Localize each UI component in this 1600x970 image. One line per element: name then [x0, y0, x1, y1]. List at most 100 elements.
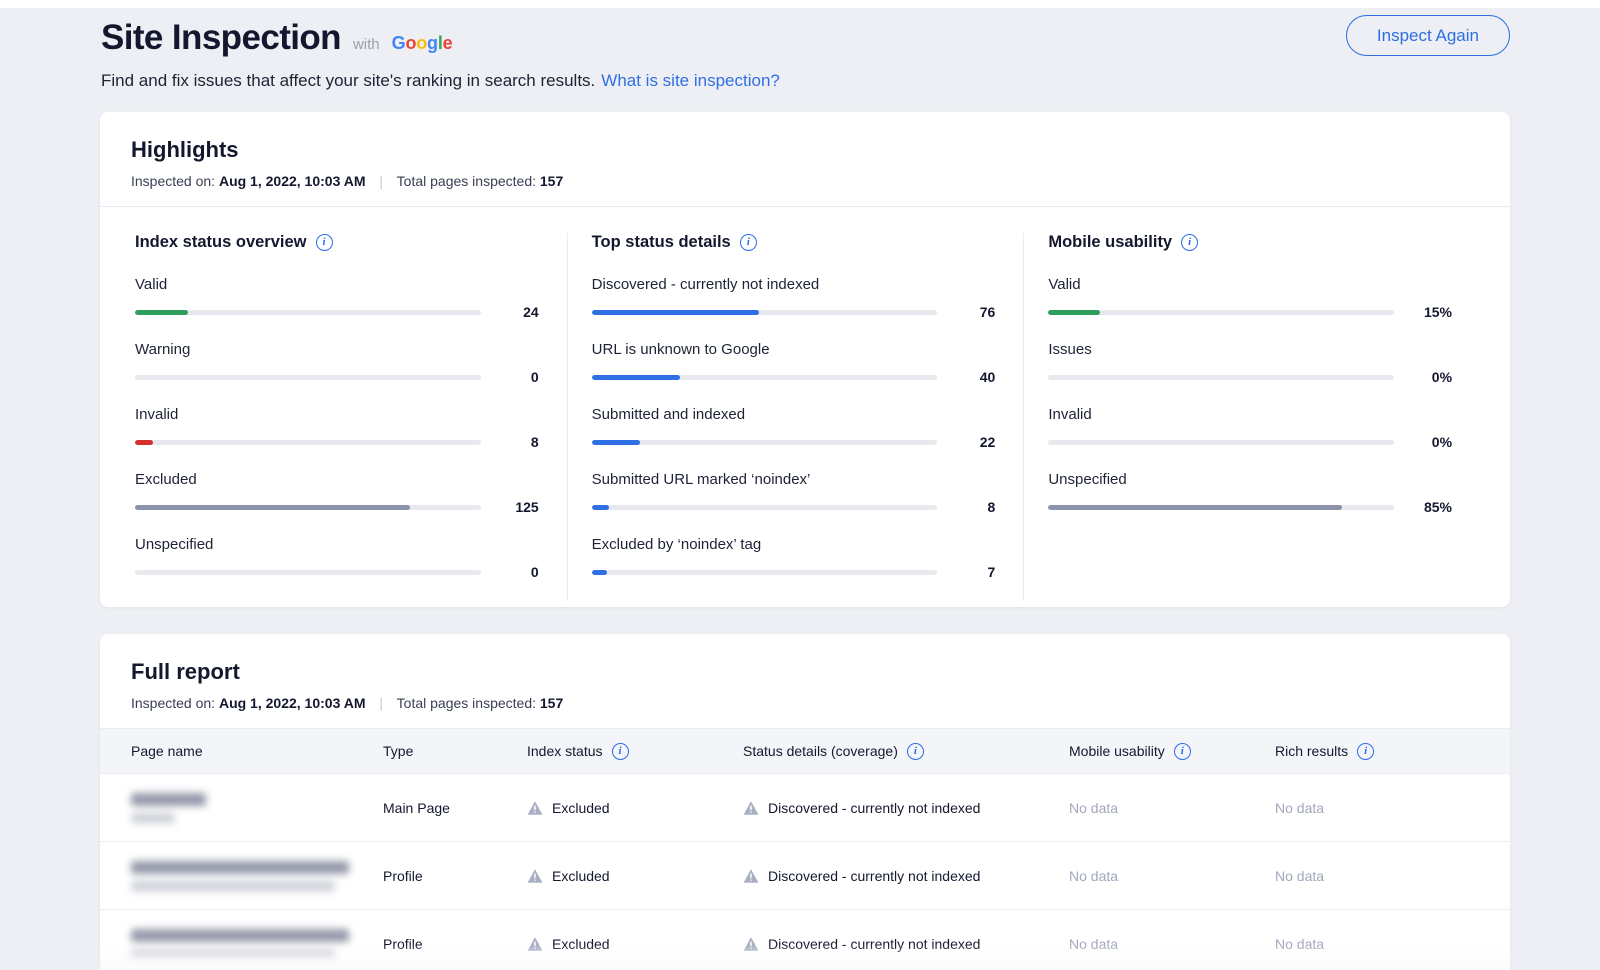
rich-results-cell: No data — [1275, 867, 1325, 884]
status-details-cell: Discovered - currently not indexed — [743, 868, 1069, 884]
warning-triangle-icon — [743, 936, 759, 952]
column-title: Mobile usability — [1048, 233, 1173, 251]
col-header-type: Type — [383, 743, 414, 759]
subtitle-text: Find and fix issues that affect your sit… — [101, 71, 596, 90]
inspected-on-label: Inspected on: — [131, 173, 216, 189]
info-icon[interactable]: i — [1357, 742, 1375, 760]
stat-row: Unspecified 0 — [135, 536, 539, 580]
index-status-overview-column: Index status overview i Valid 24 Warning… — [135, 233, 567, 601]
progress-bar-track — [1048, 439, 1395, 445]
stat-row: Discovered - currently not indexed 76 — [591, 276, 995, 320]
stat-row: URL is unknown to Google 40 — [591, 341, 996, 385]
progress-bar-track — [135, 504, 481, 510]
redacted-page-url — [131, 948, 335, 959]
total-pages-label: Total pages inspected: — [396, 695, 536, 711]
total-pages-value: 157 — [539, 695, 564, 711]
stat-label: Invalid — [1048, 406, 1092, 423]
progress-bar-track — [591, 439, 938, 445]
progress-bar-fill — [591, 439, 641, 445]
redacted-page-name — [131, 928, 349, 942]
stat-value: 15% — [1423, 304, 1453, 320]
top-status-details-column: Top status details i Discovered - curren… — [566, 233, 1024, 601]
inspected-on-label: Inspected on: — [131, 695, 216, 711]
table-row: Main Page Excluded Discovered - currentl… — [100, 774, 1510, 842]
progress-bar-track — [591, 569, 938, 575]
status-details-cell: Discovered - currently not indexed — [743, 800, 1069, 816]
col-header-page-name: Page name — [131, 743, 203, 759]
col-header-status-details: Status details (coverage) — [743, 743, 898, 759]
stat-label: URL is unknown to Google — [591, 341, 770, 358]
google-letter: g — [427, 33, 438, 53]
warning-triangle-icon — [527, 800, 543, 816]
info-icon[interactable]: i — [1181, 234, 1199, 251]
stat-row: Excluded by ‘noindex’ tag 7 — [591, 536, 995, 580]
full-report-title: Full report — [131, 659, 240, 684]
warning-triangle-icon — [527, 936, 543, 952]
info-icon[interactable]: i — [611, 742, 629, 760]
stat-value: 0 — [530, 369, 539, 385]
index-status-cell: Excluded — [527, 936, 743, 952]
warning-triangle-icon — [743, 800, 759, 816]
col-header-index-status: Index status — [527, 743, 603, 759]
status-details-text: Discovered - currently not indexed — [768, 867, 981, 884]
progress-bar-fill — [1048, 309, 1101, 315]
table-row: Profile Excluded Discovered - currently … — [100, 842, 1510, 910]
type-cell: Profile — [383, 867, 423, 884]
page-name-cell — [100, 928, 383, 959]
stat-value: 8 — [987, 499, 996, 515]
progress-bar-track — [591, 504, 938, 510]
progress-bar-fill — [1048, 504, 1343, 510]
highlights-card: Highlights Inspected on: Aug 1, 2022, 10… — [100, 112, 1510, 607]
highlights-title: Highlights — [131, 137, 239, 162]
progress-bar-track — [1048, 504, 1395, 510]
stat-label: Warning — [135, 341, 191, 358]
column-title: Top status details — [591, 233, 731, 251]
info-icon[interactable]: i — [315, 234, 333, 251]
progress-bar-fill — [591, 374, 680, 380]
full-report-card: Full report Inspected on: Aug 1, 2022, 1… — [100, 634, 1510, 970]
stat-value: 0% — [1431, 369, 1453, 385]
page-name-cell — [100, 860, 383, 891]
info-icon[interactable]: i — [739, 234, 757, 251]
stat-label: Discovered - currently not indexed — [591, 276, 820, 293]
rich-results-cell: No data — [1275, 935, 1325, 952]
stat-value: 40 — [979, 369, 996, 385]
status-details-cell: Discovered - currently not indexed — [743, 936, 1069, 952]
stat-value: 24 — [523, 304, 539, 320]
stat-label: Excluded — [135, 471, 197, 488]
stat-row: Invalid 0% — [1048, 406, 1452, 450]
stat-label: Invalid — [135, 406, 179, 423]
meta-separator: | — [379, 173, 384, 189]
info-icon[interactable]: i — [906, 742, 924, 760]
progress-bar-fill — [591, 309, 759, 315]
info-icon[interactable]: i — [1173, 742, 1191, 760]
stat-row: Issues 0% — [1048, 341, 1452, 385]
google-letter: o — [416, 33, 428, 53]
full-report-meta: Inspected on: Aug 1, 2022, 10:03 AM | To… — [131, 695, 1479, 711]
index-status-text: Excluded — [552, 799, 610, 816]
top-strip — [0, 0, 1600, 8]
stat-value: 0% — [1431, 434, 1453, 450]
full-report-table: Page name Type Index status i Status deta… — [100, 728, 1510, 970]
stat-label: Excluded by ‘noindex’ tag — [591, 536, 762, 553]
page-subtitle: Find and fix issues that affect your sit… — [101, 71, 1510, 91]
stat-row: Valid 24 — [135, 276, 539, 320]
page-title: Site Inspection — [101, 18, 342, 57]
progress-bar-fill — [591, 504, 610, 510]
highlights-meta: Inspected on: Aug 1, 2022, 10:03 AM | To… — [131, 173, 1479, 189]
page-header: Site Inspection with Google Find and fix… — [0, 8, 1600, 91]
title-row: Site Inspection with Google — [101, 18, 1510, 58]
stat-row: Valid 15% — [1048, 276, 1452, 320]
google-letter: o — [405, 33, 417, 53]
mobile-usability-cell: No data — [1069, 935, 1119, 952]
what-is-site-inspection-link[interactable]: What is site inspection? — [601, 71, 780, 90]
stat-value: 8 — [530, 434, 539, 450]
inspect-again-button[interactable]: Inspect Again — [1345, 15, 1510, 56]
stat-row: Warning 0 — [135, 341, 539, 385]
stat-row: Submitted and indexed 22 — [591, 406, 995, 450]
stat-row: Invalid 8 — [135, 406, 539, 450]
highlights-body: Index status overview i Valid 24 Warning… — [100, 206, 1510, 607]
redacted-page-name — [131, 792, 206, 806]
stat-row: Unspecified 85% — [1048, 471, 1452, 515]
